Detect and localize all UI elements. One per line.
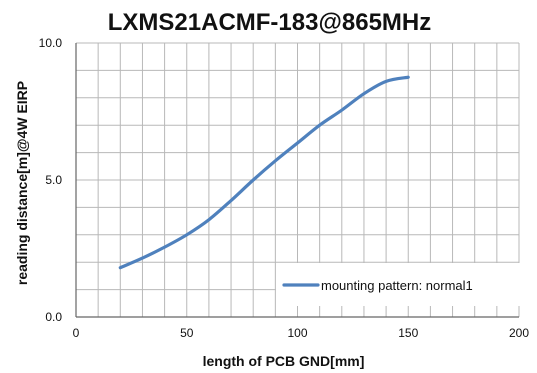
x-tick-label: 50 xyxy=(180,326,194,340)
legend-label: mounting pattern: normal1 xyxy=(321,278,473,293)
series-lines xyxy=(118,75,410,270)
y-tick-label: 10.0 xyxy=(39,36,63,50)
chart-title: LXMS21ACMF-183@865MHz xyxy=(108,9,431,36)
x-tick-label: 200 xyxy=(509,326,529,340)
axes xyxy=(75,43,519,318)
legend: mounting pattern: normal1 xyxy=(276,263,534,306)
x-tick-label: 100 xyxy=(287,326,307,340)
tick-labels: 0 50 100 150 200 0.0 5.0 10.0 xyxy=(39,36,530,340)
x-axis-label: length of PCB GND[mm] xyxy=(203,353,365,369)
x-tick-label: 150 xyxy=(398,326,418,340)
x-tick-label: 0 xyxy=(73,326,80,340)
y-tick-label: 0.0 xyxy=(45,310,62,324)
y-axis-label: reading distance[m]@4W EIRP xyxy=(14,81,30,285)
y-tick-label: 5.0 xyxy=(45,173,62,187)
series-line-1 xyxy=(118,75,410,270)
